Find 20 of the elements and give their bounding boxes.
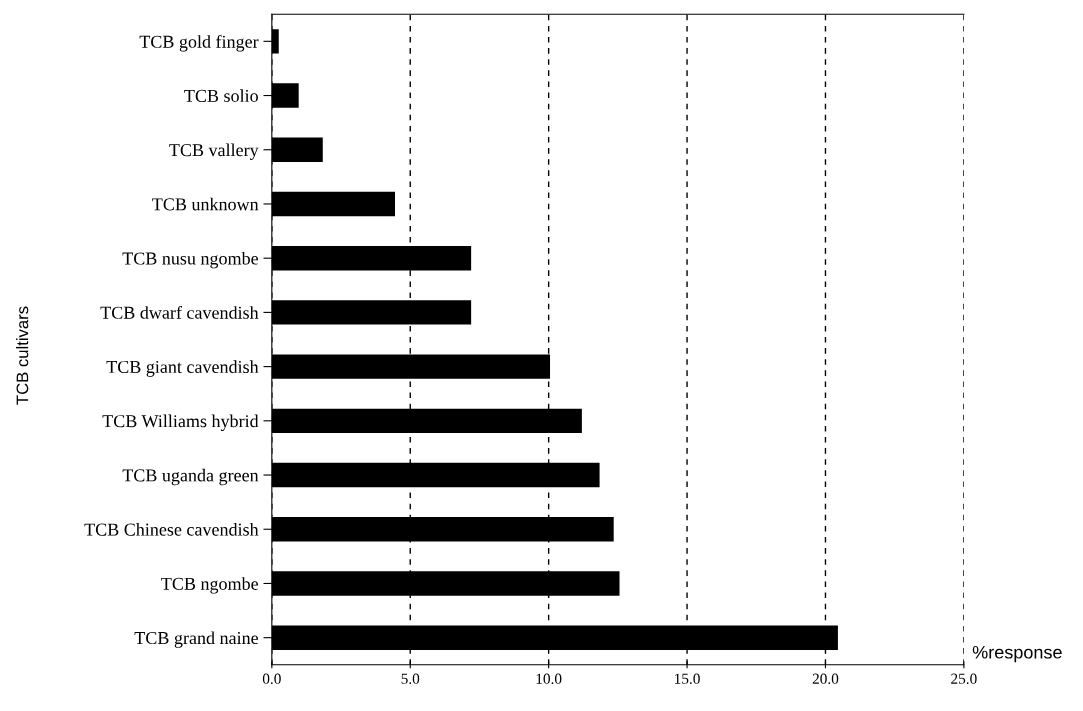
y-tick-label: TCB gold finger [139, 34, 259, 52]
x-tick-label: 20.0 [812, 673, 839, 684]
y-tick-label: TCB uganda green [122, 468, 259, 486]
x-axis-title: %response [972, 645, 1062, 663]
x-tick-label: 0.0 [262, 673, 281, 684]
x-tick-label: 10.0 [536, 673, 562, 684]
y-tick-label: TCB vallery [169, 143, 259, 160]
y-tick-label: TCB solio [184, 89, 258, 102]
y-tick-label: TCB unknown [152, 197, 259, 211]
x-tick-label: 5.0 [401, 673, 420, 684]
y-tick-label: TCB nusu ngombe [122, 251, 259, 269]
y-tick-label: TCB ngombe [161, 577, 259, 594]
y-tick-label: TCB dwarf cavendish [100, 305, 259, 319]
y-axis-title: TCB cultivars [16, 306, 29, 405]
x-tick-label: 25.0 [951, 673, 977, 684]
y-tick-label: TCB Williams hybrid [102, 414, 259, 431]
y-tick-label: TCB grand naine [134, 631, 259, 648]
y-tick-label: TCB giant cavendish [106, 360, 259, 377]
x-tick-label: 15.0 [675, 673, 700, 684]
y-tick-label: TCB Chinese cavendish [84, 522, 259, 536]
